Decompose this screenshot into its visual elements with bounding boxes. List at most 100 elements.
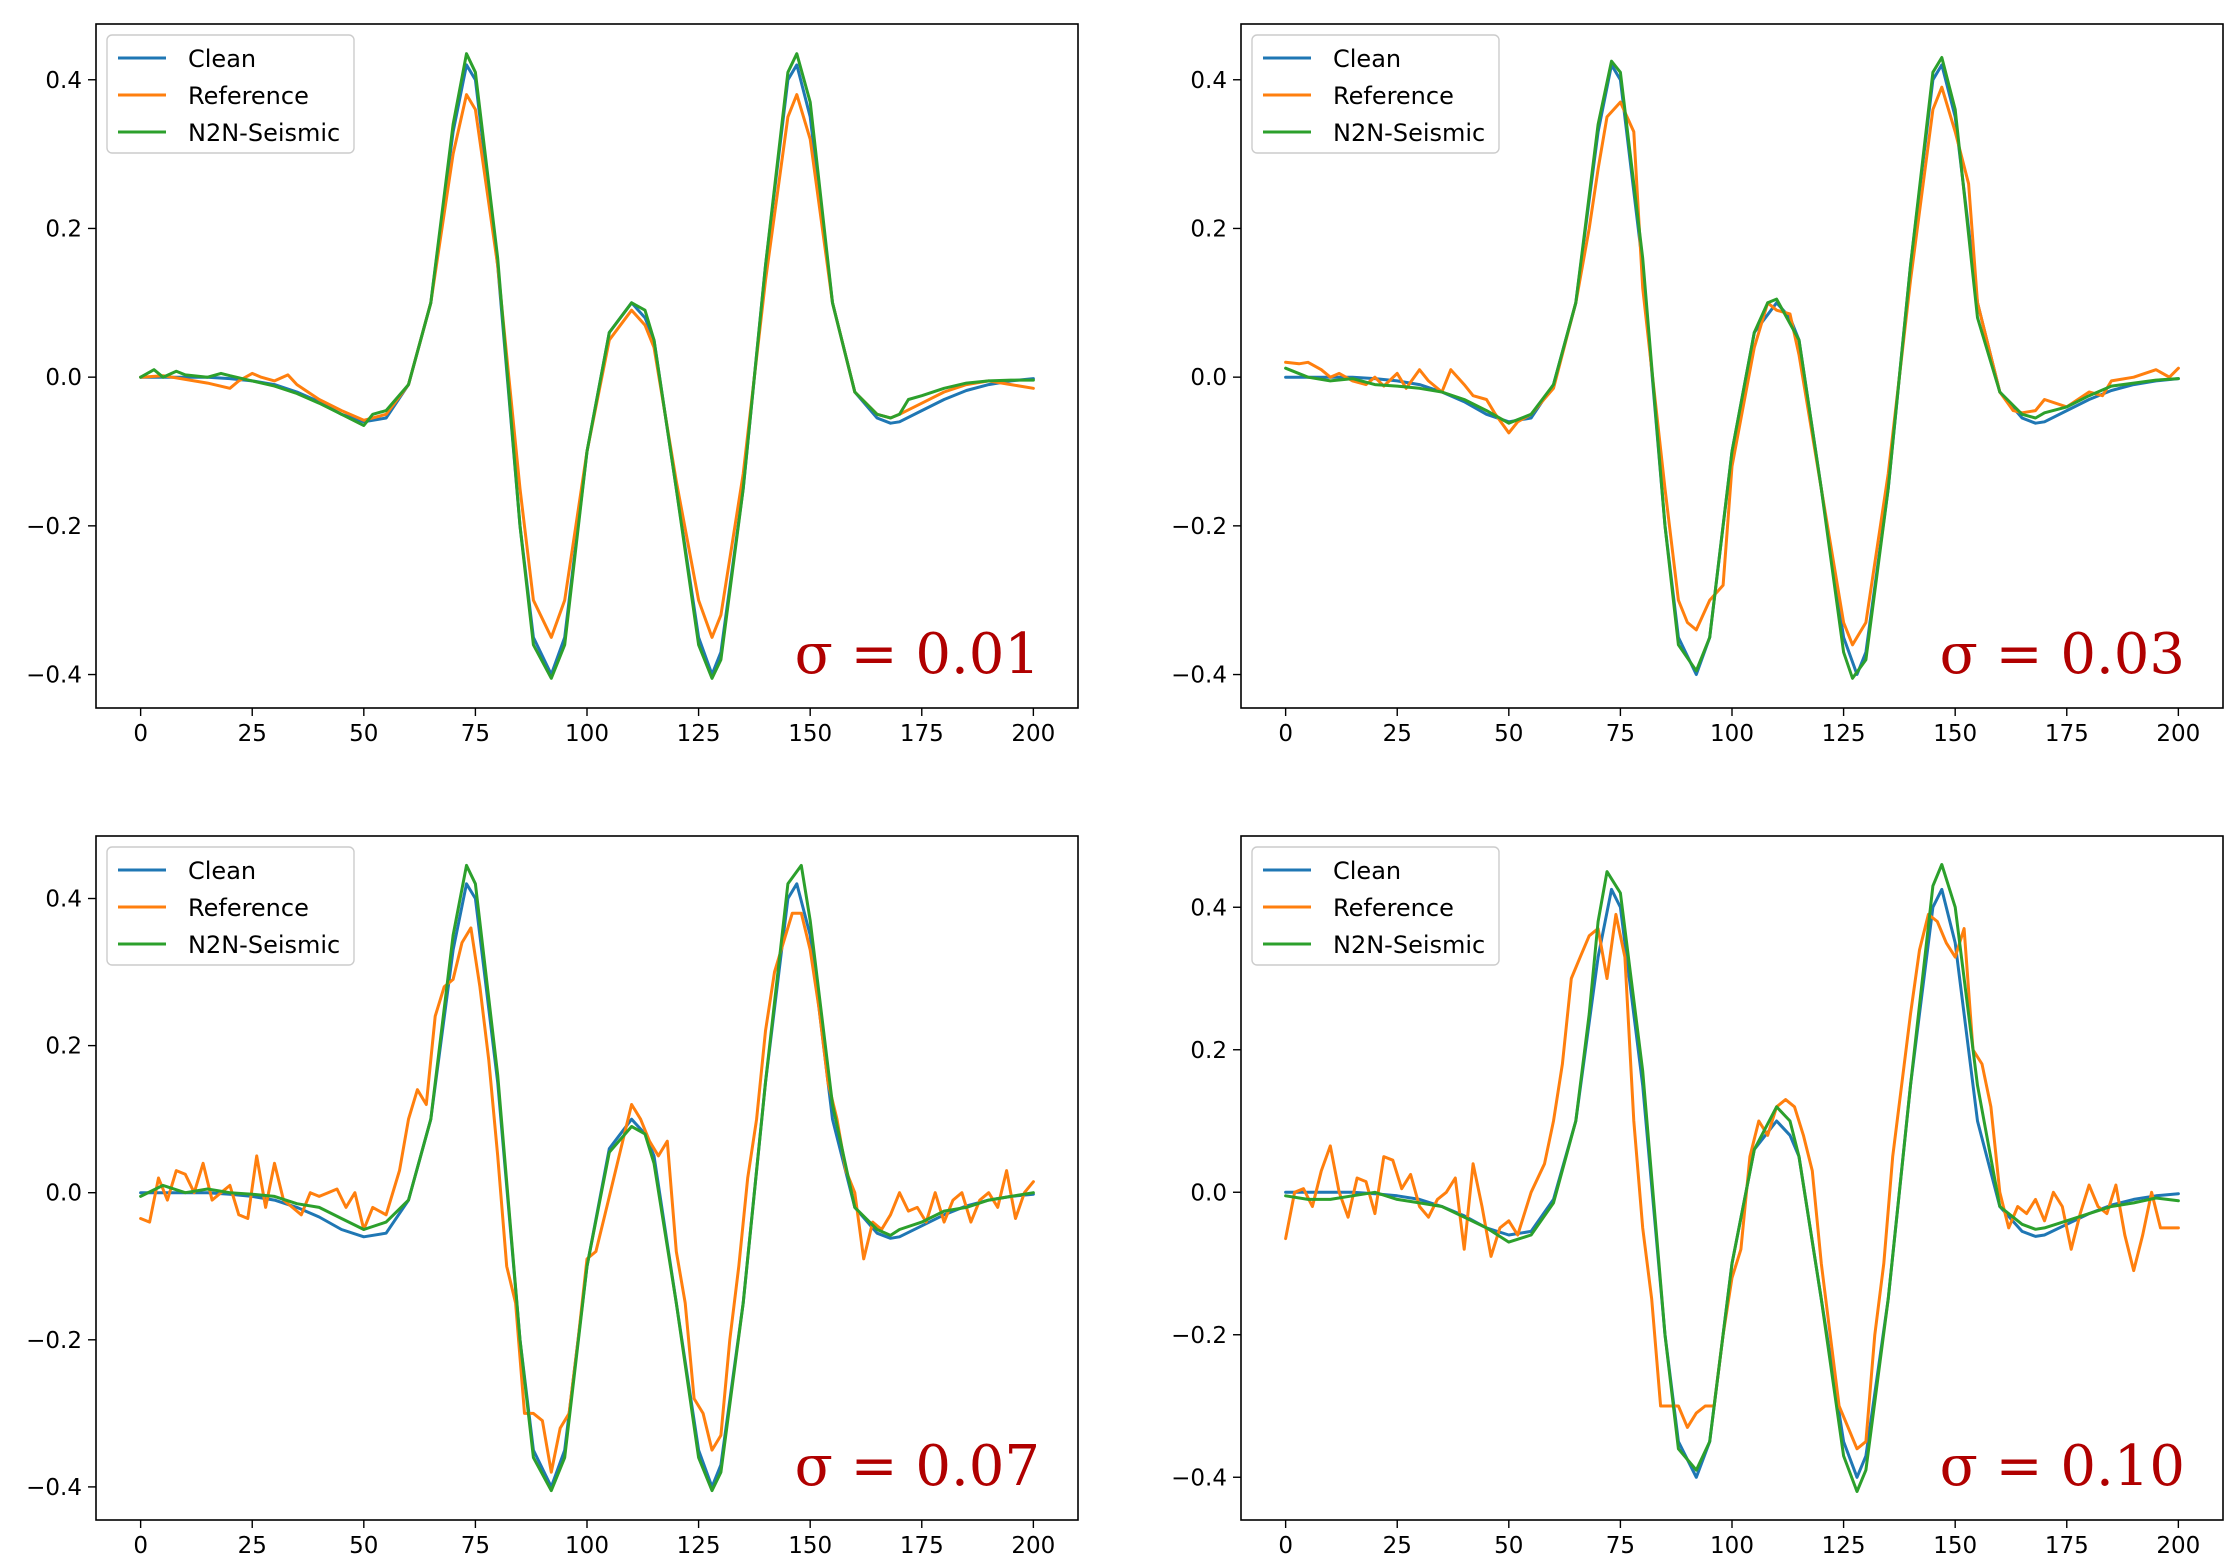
subplot-bottom-right: 0 25 50 75 100 125 150 175 200 −0.4 −0.2 0.0 0.2 0.4 C… [1171,835,2224,1559]
x-tick-label: 150 [1933,1533,1977,1559]
x-tick-label: 75 [461,1533,490,1559]
x-tick-label: 125 [677,1533,721,1559]
series-lines [139,52,1035,680]
series-line-n2n-seismic [1284,56,2180,680]
sigma-annotation: σ = 0.10 [1940,1434,2185,1499]
x-tick-label: 0 [1278,721,1293,747]
legend: Clean Reference N2N-Seismic [1251,846,1500,966]
x-tick-label: 175 [2045,721,2089,747]
legend-label: Clean [188,45,256,73]
x-tick-label: 25 [238,721,267,747]
legend-label: Clean [1333,857,1401,885]
x-tick-label: 125 [677,721,721,747]
x-tick-label: 75 [1606,1533,1635,1559]
x-tick-label: 100 [1710,1533,1754,1559]
series-line-clean [139,63,1035,676]
x-tick-label: 0 [133,1533,148,1559]
series-line-reference [139,93,1035,639]
x-tick-label: 125 [1822,721,1866,747]
series-line-clean [139,882,1035,1489]
x-tick-label: 150 [788,721,832,747]
x-tick-label: 50 [349,721,378,747]
legend-label: N2N-Seismic [188,119,340,147]
y-tick-label: −0.2 [26,1328,82,1354]
legend: Clean Reference N2N-Seismic [106,846,355,966]
y-tick-label: 0.2 [1190,216,1227,242]
series-lines [1284,863,2180,1493]
y-tick-label: 0.4 [1190,68,1227,94]
y-tick-label: 0.2 [1190,1038,1227,1064]
legend-box [106,34,355,154]
x-tick-label: 175 [900,721,944,747]
legend-label: Reference [188,82,309,110]
y-tick-label: −0.4 [1171,1465,1227,1491]
legend-box [106,846,355,966]
legend: Clean Reference N2N-Seismic [106,34,355,154]
y-tick-label: 0.4 [45,68,82,94]
subplot-bottom-left: 0 25 50 75 100 125 150 175 200 −0.4 −0.2 0.0 0.2 0.4 C… [26,835,1079,1559]
x-tick-label: 100 [1710,721,1754,747]
x-tick-label: 25 [238,1533,267,1559]
x-tick-label: 25 [1383,1533,1412,1559]
series-lines [1284,56,2180,680]
y-tick-label: 0.0 [1190,365,1227,391]
x-tick-label: 50 [1494,1533,1523,1559]
x-tick-label: 0 [1278,1533,1293,1559]
x-tick-label: 50 [1494,721,1523,747]
y-tick-label: −0.2 [1171,1323,1227,1349]
y-tick-label: 0.0 [45,365,82,391]
legend-label: N2N-Seismic [188,931,340,959]
x-tick-label: 100 [565,721,609,747]
subplot-top-right: 0 25 50 75 100 125 150 175 200 −0.4 −0.2 0.0 0.2 0.4 C… [1171,23,2224,747]
x-tick-label: 50 [349,1533,378,1559]
legend-label: N2N-Seismic [1333,119,1485,147]
x-tick-label: 25 [1383,721,1412,747]
y-tick-label: 0.0 [1190,1180,1227,1206]
y-tick-label: −0.4 [26,663,82,689]
series-line-reference [1284,912,2180,1451]
subplot-top-left: 0 25 50 75 100 125 150 175 200 −0.4 −0.2 0.0 0.2 0.4 C… [26,23,1079,747]
x-tick-label: 200 [2156,1533,2200,1559]
x-tick-label: 150 [1933,721,1977,747]
x-tick-label: 100 [565,1533,609,1559]
legend-label: Clean [188,857,256,885]
y-tick-label: −0.4 [26,1475,82,1501]
series-line-n2n-seismic [139,863,1035,1493]
series-line-n2n-seismic [1284,863,2180,1493]
series-line-reference [1284,85,2180,647]
legend-box [1251,34,1500,154]
series-lines [139,863,1035,1493]
x-tick-label: 150 [788,1533,832,1559]
y-tick-label: 0.2 [45,1034,82,1060]
y-tick-label: 0.2 [45,216,82,242]
x-tick-label: 125 [1822,1533,1866,1559]
sigma-annotation: σ = 0.03 [1940,622,2185,687]
legend-label: Reference [1333,894,1454,922]
legend-label: Reference [188,894,309,922]
legend-box [1251,846,1500,966]
y-tick-label: −0.2 [26,514,82,540]
y-tick-label: −0.2 [1171,514,1227,540]
y-tick-label: 0.0 [45,1181,82,1207]
x-tick-label: 75 [461,721,490,747]
x-tick-label: 200 [1011,721,1055,747]
x-tick-label: 175 [2045,1533,2089,1559]
x-tick-label: 75 [1606,721,1635,747]
x-tick-label: 175 [900,1533,944,1559]
x-tick-label: 200 [1011,1533,1055,1559]
legend: Clean Reference N2N-Seismic [1251,34,1500,154]
sigma-annotation: σ = 0.01 [795,622,1040,687]
series-line-n2n-seismic [139,52,1035,680]
legend-label: N2N-Seismic [1333,931,1485,959]
y-tick-label: 0.4 [45,887,82,913]
legend-label: Reference [1333,82,1454,110]
series-line-reference [139,911,1035,1474]
x-tick-label: 0 [133,721,148,747]
x-tick-label: 200 [2156,721,2200,747]
y-tick-label: 0.4 [1190,895,1227,921]
legend-label: Clean [1333,45,1401,73]
sigma-annotation: σ = 0.07 [795,1434,1040,1499]
series-line-clean [1284,887,2180,1479]
y-tick-label: −0.4 [1171,663,1227,689]
